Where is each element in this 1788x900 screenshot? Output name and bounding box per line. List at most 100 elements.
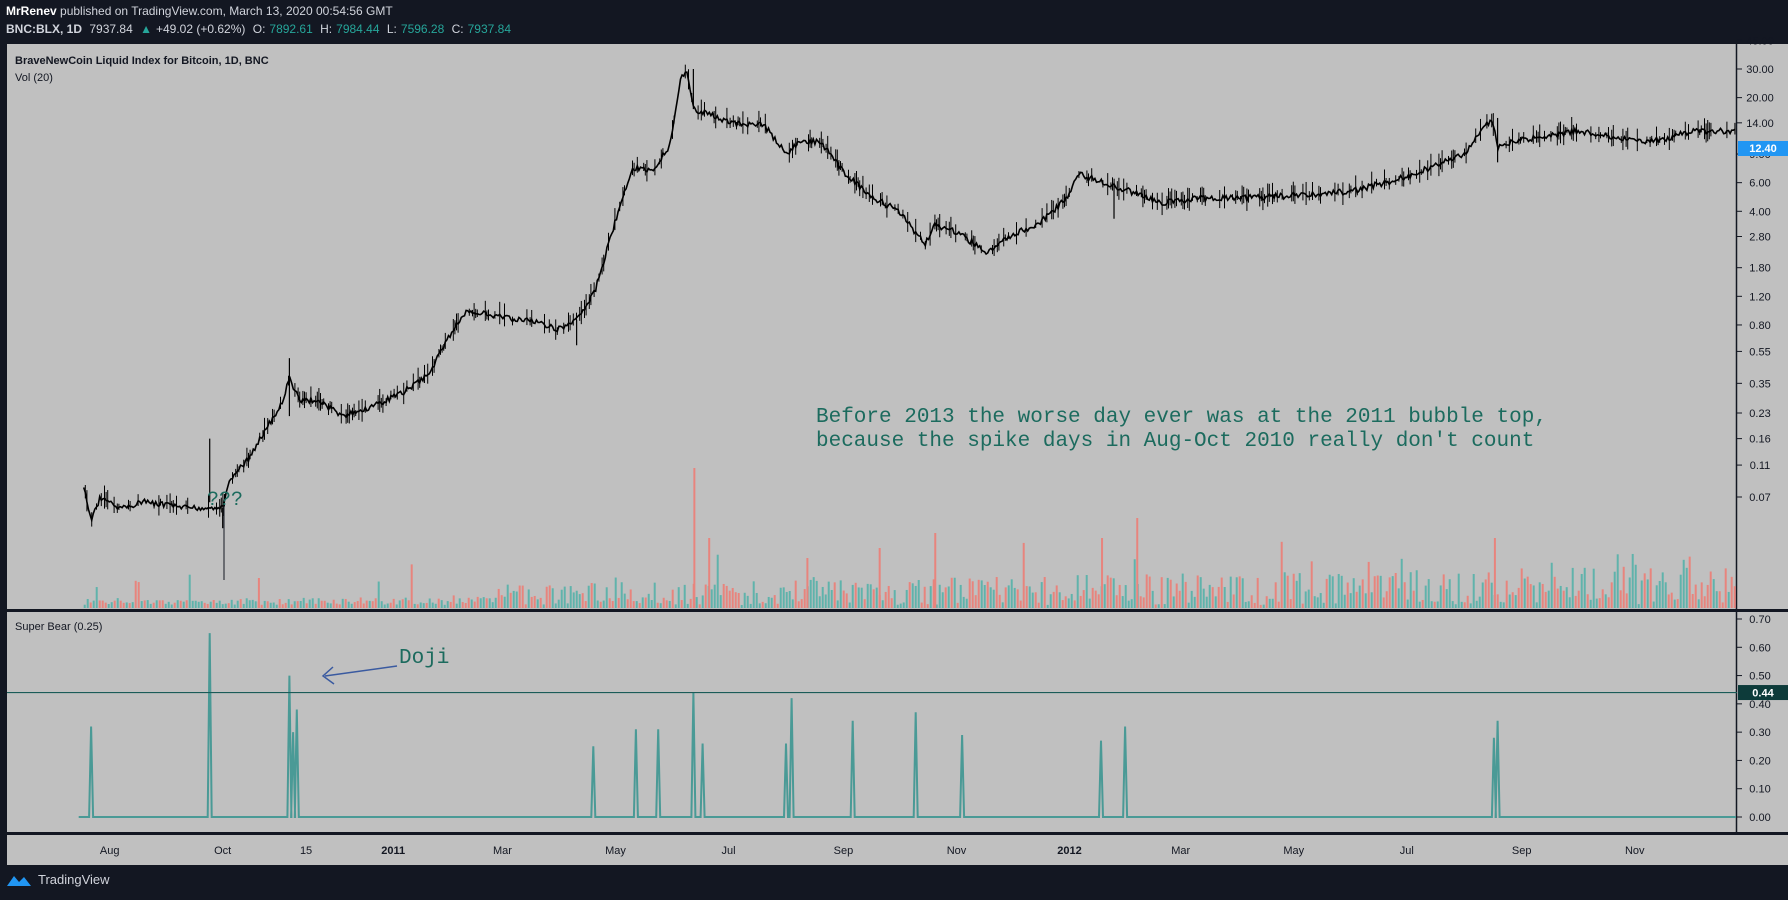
doji-annotation[interactable]: Doji [399, 647, 449, 670]
note-line-1[interactable]: Before 2013 the worse day ever was at th… [816, 406, 1547, 429]
volume-bar [170, 604, 173, 608]
volume-bar [1559, 585, 1562, 608]
volume-bar [1040, 582, 1043, 608]
volume-bar [821, 586, 824, 608]
volume-bar [815, 580, 818, 608]
time-tick-label: 2011 [381, 845, 405, 857]
volume-bar [665, 600, 668, 608]
volume-bar [1448, 579, 1451, 608]
volume-bar [884, 591, 887, 608]
volume-bar [839, 580, 842, 608]
volume-bar [923, 586, 926, 608]
volume-bar [362, 603, 365, 608]
volume-bar [1079, 595, 1082, 608]
volume-bar [575, 590, 578, 608]
symbol-label: BNC:BLX, 1D [6, 22, 83, 36]
price-tick-label: 1.20 [1749, 291, 1770, 303]
volume-bar [1286, 575, 1289, 608]
volume-bar [899, 603, 902, 608]
volume-bar [1730, 576, 1733, 608]
volume-bar [1370, 592, 1373, 608]
time-tick-label: Mar [493, 845, 512, 857]
volume-bar [1466, 595, 1469, 608]
volume-bar [860, 587, 863, 608]
volume-bar [1682, 559, 1685, 608]
volume-bar [1517, 587, 1520, 608]
volume-bar [1181, 573, 1184, 608]
volume-bar [146, 600, 149, 608]
volume-bar [176, 600, 179, 608]
volume-bar [1101, 538, 1104, 608]
volume-bar [920, 602, 923, 608]
volume-bar [1664, 582, 1667, 608]
volume-bar [635, 601, 638, 608]
volume-bar [1112, 578, 1115, 608]
volume-bar [464, 603, 467, 608]
volume-bar [708, 538, 711, 608]
open-label: O: [252, 22, 266, 36]
volume-bar [125, 602, 128, 608]
note-line-2[interactable]: because the spike days in Aug-Oct 2010 r… [816, 430, 1534, 453]
time-axis[interactable] [7, 835, 1788, 865]
volume-bar [602, 600, 605, 608]
volume-bar [236, 600, 239, 608]
volume-bar [986, 581, 989, 608]
volume-bar [1634, 564, 1637, 608]
volume-bar [1715, 591, 1718, 608]
volume-bar [1652, 601, 1655, 608]
volume-bar [680, 600, 683, 608]
volume-bar [389, 602, 392, 608]
time-tick-label: Nov [947, 845, 967, 857]
volume-bar [824, 594, 827, 608]
volume-bar [1034, 592, 1037, 608]
volume-bar [1640, 580, 1643, 608]
price-axis[interactable] [1737, 44, 1788, 832]
volume-bar [1136, 518, 1139, 608]
volume-bar [245, 598, 248, 608]
volume-bar [1151, 590, 1154, 608]
volume-bar [719, 595, 722, 608]
volume-bar [800, 599, 803, 608]
publisher-name[interactable]: MrRenev [6, 4, 57, 18]
volume-bar [1073, 600, 1076, 608]
volume-bar [1019, 600, 1022, 608]
volume-bar [158, 600, 161, 608]
volume-bar [560, 589, 563, 608]
volume-bar [1706, 584, 1709, 608]
volume-bar [1385, 591, 1388, 608]
volume-bar [1058, 592, 1061, 608]
volume-bar [944, 587, 947, 608]
volume-bar [566, 603, 569, 608]
volume-bar [1649, 568, 1652, 608]
volume-bar [1142, 597, 1145, 608]
super-bear-line [78, 633, 1736, 818]
volume-bar [1361, 579, 1364, 608]
volume-bar [1460, 601, 1463, 608]
volume-bar [1667, 594, 1670, 608]
volume-bar [1169, 579, 1172, 608]
volume-bar [1253, 602, 1256, 608]
volume-bar [1505, 580, 1508, 608]
volume-bar [1304, 591, 1307, 608]
volume-bar [563, 586, 566, 608]
tradingview-logo[interactable]: TradingView [6, 872, 110, 887]
volume-bar [1436, 601, 1439, 608]
volume-bar [416, 604, 419, 608]
time-tick-label: Sep [1512, 845, 1532, 857]
indicator-tick-label: 0.20 [1749, 755, 1770, 767]
qqq-annotation[interactable]: ??? [207, 489, 243, 512]
volume-bar [1322, 602, 1325, 608]
high-label: H: [320, 22, 333, 36]
volume-bar [686, 603, 689, 608]
volume-bar [1502, 602, 1505, 608]
volume-bar [761, 601, 764, 608]
indicator-pane[interactable] [7, 612, 1737, 832]
price-pane-title: BraveNewCoin Liquid Index for Bitcoin, 1… [15, 55, 269, 67]
ohlc-line: BNC:BLX, 1D 7937.84 ▲ +49.02 (+0.62%) O: 7… [6, 22, 515, 36]
price-pane[interactable] [7, 44, 1737, 609]
volume-bar [656, 602, 659, 608]
volume-bar [119, 600, 122, 608]
volume-bar [1310, 561, 1313, 608]
volume-bar [1223, 587, 1226, 608]
